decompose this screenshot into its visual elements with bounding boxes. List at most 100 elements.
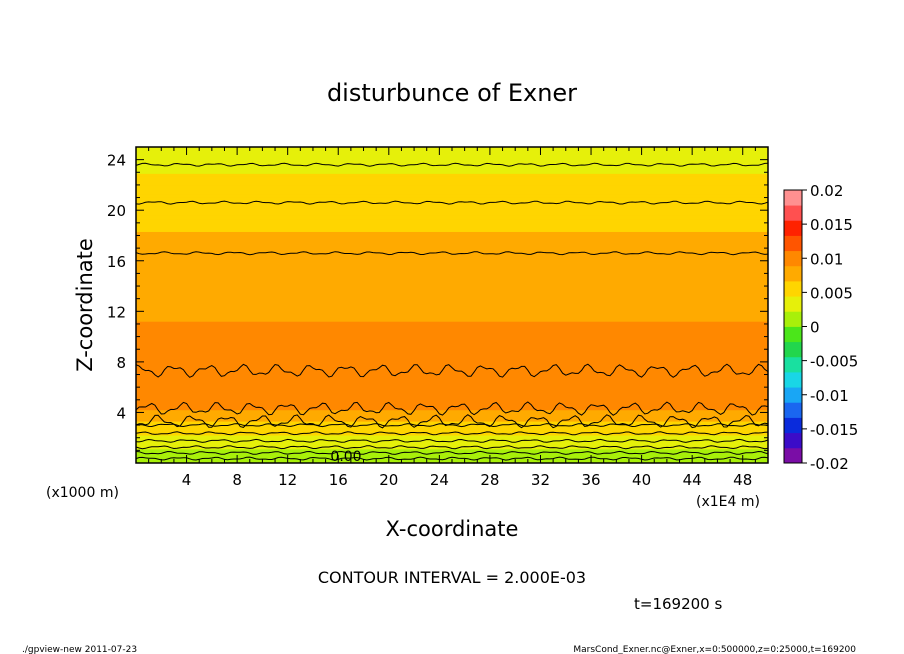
- contour-band: [136, 294, 768, 297]
- contour-band: [136, 151, 768, 154]
- contour-band: [136, 271, 768, 274]
- contour-band: [136, 371, 768, 374]
- y-axis-ticks: 4 8 12 16 20 24: [107, 152, 768, 451]
- contour-band: [136, 395, 768, 398]
- contour-band: [136, 199, 768, 202]
- colorbar-segment: [784, 250, 802, 267]
- contour-band: [136, 204, 768, 207]
- contour-band: [136, 235, 768, 238]
- contour-band: [136, 298, 768, 301]
- contour-band: [136, 183, 768, 186]
- x-tick-label: 20: [379, 471, 398, 489]
- colorbar-segment: [784, 190, 802, 206]
- contour-band: [136, 156, 768, 159]
- contour-band: [136, 233, 768, 236]
- contour-lines: [135, 162, 769, 461]
- contour-band: [136, 238, 768, 241]
- contour-band: [136, 375, 768, 378]
- contour-band: [136, 247, 768, 250]
- contour-band: [136, 194, 768, 197]
- contour-band: [136, 333, 768, 336]
- contour-band: [136, 174, 768, 177]
- contour-band: [136, 164, 768, 167]
- filled-contour-bands: [136, 146, 768, 464]
- colorbar-tick-label: -0.01: [810, 387, 849, 405]
- contour-band: [136, 347, 768, 350]
- contour-band: [136, 287, 768, 289]
- contour-band: [136, 218, 768, 221]
- contour-band: [136, 237, 768, 240]
- contour-band: [136, 452, 768, 455]
- contour-band: [136, 312, 768, 315]
- x-tick-label: 40: [632, 471, 651, 489]
- contour-band: [136, 337, 768, 340]
- contour-band: [136, 177, 768, 179]
- contour-band: [136, 281, 768, 284]
- contour-band: [136, 360, 768, 363]
- contour-band: [136, 171, 768, 174]
- contour-band: [136, 260, 768, 263]
- y-axis-title: Z-coordinate: [73, 238, 97, 372]
- contour-band: [136, 195, 768, 198]
- colorbar-tick-label: -0.005: [810, 353, 858, 371]
- contour-band: [136, 223, 768, 226]
- contour-band: [136, 275, 768, 278]
- contour-band: [136, 410, 768, 413]
- contour-band: [136, 231, 768, 234]
- contour-band: [136, 270, 768, 273]
- contour-band: [136, 399, 768, 402]
- contour-band: [136, 415, 768, 418]
- contour-band: [136, 232, 768, 235]
- contour-band: [136, 419, 768, 422]
- contour-band: [136, 214, 768, 217]
- contour-band: [136, 261, 768, 264]
- contour-band: [136, 313, 768, 316]
- contour-band: [136, 188, 768, 191]
- y-tick-label: 8: [116, 354, 126, 372]
- contour-label: 0.00: [330, 449, 361, 465]
- contour-band: [136, 323, 768, 326]
- contour-band: [136, 166, 768, 169]
- contour-band: [136, 351, 768, 354]
- contour-band: [136, 434, 768, 437]
- contour-band: [136, 442, 768, 445]
- colorbar-segment: [784, 387, 802, 403]
- contour-band: [136, 259, 768, 262]
- contour-band: [136, 208, 768, 211]
- x-tick-label: 28: [480, 471, 499, 489]
- contour-band: [136, 173, 768, 176]
- contour-band: [136, 424, 768, 427]
- contour-band: [136, 385, 768, 388]
- colorbar-tick-label: 0.005: [810, 284, 853, 302]
- colorbar-segment: [784, 432, 802, 449]
- chart-title: disturbunce of Exner: [327, 79, 577, 107]
- contour-band: [136, 307, 768, 310]
- contour-band: [136, 182, 768, 184]
- contour-band: [136, 329, 768, 332]
- contour-band: [136, 455, 768, 457]
- x-tick-label: 12: [278, 471, 297, 489]
- colorbar-segment: [784, 265, 802, 282]
- contour-band: [136, 450, 768, 452]
- contour-band: [136, 213, 768, 216]
- contour-band: [136, 393, 768, 396]
- contour-band: [136, 446, 768, 449]
- contour-band: [136, 222, 768, 225]
- contour-band: [136, 439, 768, 442]
- contour-band: [136, 418, 768, 421]
- x-tick-label: 44: [683, 471, 702, 489]
- contour-band: [136, 412, 768, 415]
- x-tick-label: 16: [329, 471, 348, 489]
- contour-band: [136, 241, 768, 244]
- contour-band: [136, 304, 768, 307]
- x-axis-title: X-coordinate: [386, 517, 519, 541]
- contour-band: [136, 432, 768, 435]
- contour-band: [136, 390, 768, 393]
- contour-band: [136, 266, 768, 269]
- contour-band: [136, 169, 768, 172]
- contour-band: [136, 227, 768, 230]
- contour-band: [136, 403, 768, 406]
- contour-band: [136, 348, 768, 351]
- colorbar-tick-label: 0.02: [810, 182, 843, 200]
